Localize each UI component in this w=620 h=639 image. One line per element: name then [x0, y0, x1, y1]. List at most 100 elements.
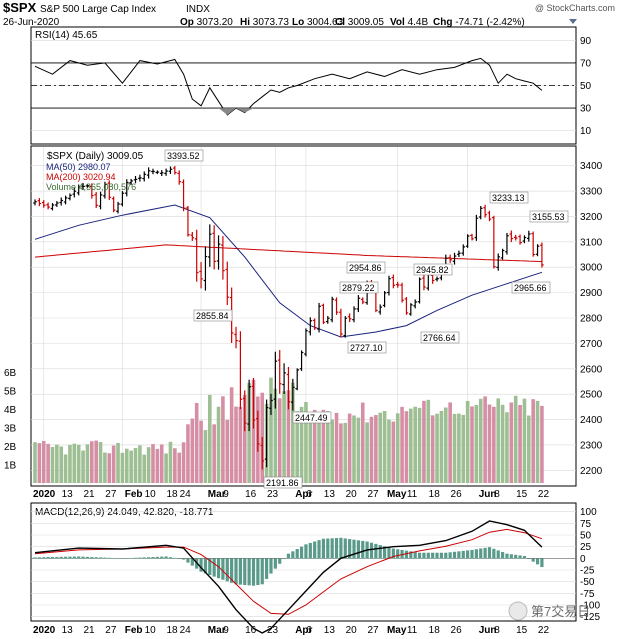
volume-bar [103, 452, 107, 483]
macd-histogram-bar [225, 558, 229, 582]
rsi-label: RSI(14) 45.65 [35, 30, 98, 41]
x-axis-label: 10 [145, 489, 157, 500]
price-tick-label: 3100 [580, 237, 603, 248]
volume-bar [98, 442, 103, 483]
x-axis-label: 22 [538, 489, 550, 500]
x-axis-label: 27 [367, 625, 379, 636]
price-annotation-box [292, 411, 332, 424]
macd-histogram-bar [247, 558, 251, 586]
macd-tick-label: -50 [580, 577, 595, 588]
volume-bar [208, 394, 212, 483]
price-annotation-box [489, 191, 529, 204]
macd-histogram-bar [535, 558, 540, 565]
volume-bar [330, 419, 334, 483]
volume-bar [299, 406, 304, 483]
macd-histogram-bar [181, 558, 186, 560]
macd-histogram-bar [37, 557, 41, 559]
price-tick-label: 2900 [580, 288, 603, 299]
volume-bar [55, 444, 59, 483]
volume-bar [321, 409, 326, 483]
macd-histogram-bar [85, 556, 90, 559]
volume-bar [518, 405, 522, 483]
x-axis-label: Apr [295, 489, 312, 500]
stat-lo: Lo 3004.63 [292, 17, 344, 28]
volume-bar [378, 412, 383, 483]
rsi-tick-label: 70 [580, 58, 592, 69]
volume-bar [452, 413, 457, 483]
x-axis-label: 24 [180, 625, 192, 636]
x-axis-label: 8 [494, 625, 500, 636]
volume-bar [382, 411, 387, 483]
macd-histogram-bar [426, 552, 430, 559]
volume-bar [409, 408, 413, 483]
macd-histogram-bar [452, 551, 457, 559]
macd-tick-label: 100 [580, 507, 597, 518]
x-axis-label: 11 [407, 625, 418, 636]
macd-histogram-bar [496, 550, 500, 559]
volume-bar [50, 446, 55, 483]
macd-histogram-bar [291, 551, 295, 559]
macd-histogram-bar [90, 557, 94, 559]
macd-histogram-bar [208, 558, 212, 575]
macd-histogram-bar [509, 554, 513, 559]
volume-tick-label: 1B [4, 461, 17, 472]
exchange-label: INDX [186, 4, 210, 15]
stat-cl: Cl 3009.05 [335, 17, 384, 28]
volume-bar [142, 454, 147, 483]
price-tick-label: 3000 [580, 263, 603, 274]
volume-bar [356, 417, 361, 483]
price-tick-label: 3400 [580, 161, 603, 172]
volume-bar [225, 419, 230, 483]
x-axis-label: Mar [208, 489, 226, 500]
macd-histogram-bar [94, 557, 98, 559]
macd-histogram-bar [138, 557, 142, 559]
x-axis-label: 18 [429, 625, 441, 636]
volume-bar [395, 413, 400, 483]
volume-bar [212, 424, 216, 483]
volume-bar [308, 413, 313, 483]
chevron-down-icon[interactable] [569, 19, 577, 24]
macd-histogram-bar [133, 557, 138, 559]
macd-histogram-bar [387, 547, 391, 559]
volume-bar [474, 404, 479, 483]
macd-histogram-bar [334, 538, 339, 559]
price-legend: $SPX (Daily) 3009.05 MA(50) 2980.07 MA(2… [46, 151, 144, 192]
volume-bar [186, 424, 190, 483]
volume-bar [76, 444, 81, 483]
volume-bar [347, 413, 352, 483]
x-axis-label: 6 [306, 489, 312, 500]
price-plot: 3400 3300 3200 3100 3000 2900 2800 2700 2600 2500… [4, 147, 603, 489]
macd-histogram-bar [260, 558, 264, 585]
x-axis-label: 23 [267, 489, 279, 500]
rsi-plot: 90 70 50 30 10 [31, 36, 592, 137]
macd-histogram-bar [531, 558, 535, 562]
price-annotation-box [511, 281, 551, 294]
price-tick-label: 2700 [580, 339, 603, 350]
macd-histogram-bar [361, 540, 365, 559]
volume-bar [535, 400, 540, 483]
macd-histogram-bar [256, 558, 260, 585]
macd-histogram-bar [518, 555, 522, 559]
x-axis-label: 18 [429, 489, 441, 500]
price-annotation-box [193, 309, 233, 322]
volume-bar [343, 422, 348, 483]
volume-tick-label: 4B [4, 405, 17, 416]
volume-bar [68, 444, 72, 483]
macd-histogram-bar [439, 552, 444, 559]
volume-bar [365, 422, 369, 483]
macd-histogram-bar [374, 543, 378, 559]
price-annotation: 3393.52 [167, 151, 200, 161]
macd-histogram-bar [356, 540, 360, 559]
macd-tick-label: 0 [580, 554, 586, 565]
macd-histogram-bar [343, 538, 347, 559]
macd-histogram-bar [321, 538, 326, 559]
volume-bar [413, 406, 417, 483]
price-tick-label: 2400 [580, 415, 603, 426]
volume-bar [247, 382, 251, 483]
volume-bar [478, 398, 483, 483]
macd-histogram-bar [457, 551, 461, 559]
volume-bar [234, 406, 238, 483]
stat-hi: Hi 3073.73 [240, 17, 289, 28]
volume-bar [46, 443, 50, 483]
price-annotation-box [164, 149, 204, 162]
